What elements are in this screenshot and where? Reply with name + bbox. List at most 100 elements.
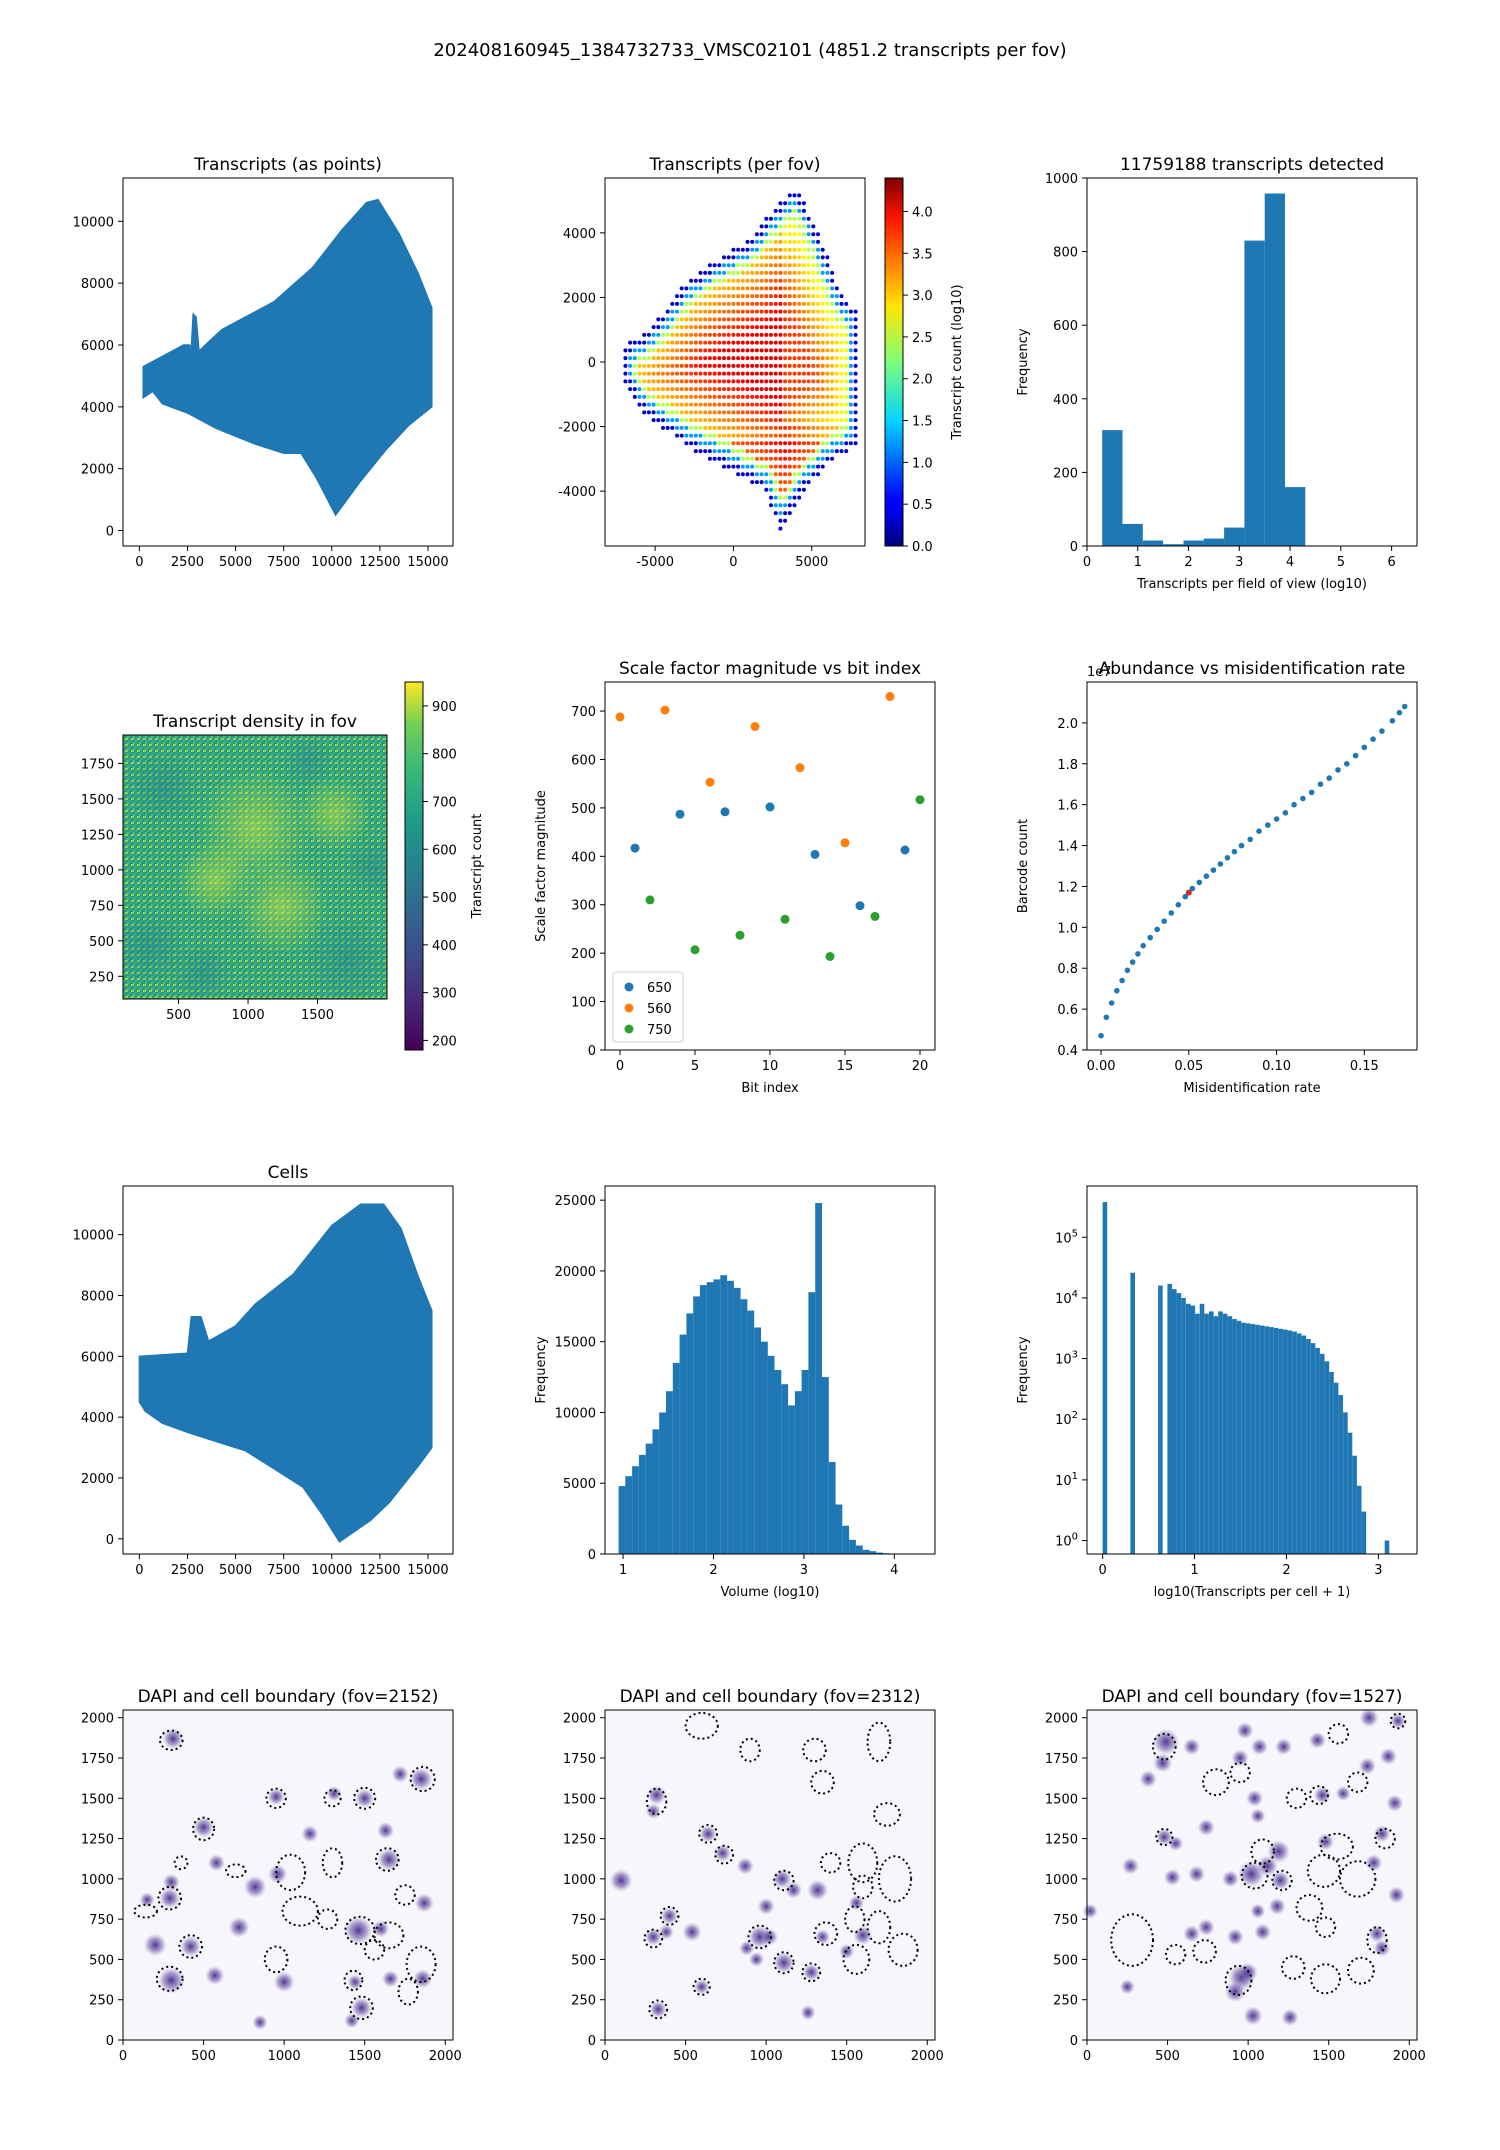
transcripts-per-fov-dot (806, 239, 811, 244)
volume-hist-bar (679, 1334, 687, 1554)
volume-hist-bar (652, 1429, 660, 1554)
transcripts-per-fov-dot (773, 425, 778, 430)
transcripts-per-fov-dot (820, 340, 825, 345)
transcripts-per-fov-dot (773, 278, 778, 283)
transcripts-per-fov-dot (769, 441, 773, 446)
transcripts-per-fov-dot (853, 340, 858, 345)
abundance-misid-point (1098, 1032, 1104, 1039)
transcripts-per-fov-dot (750, 418, 755, 423)
transcripts-per-fov-dot (839, 325, 844, 330)
transcripts-per-fov-dot (759, 464, 764, 469)
transcripts-per-fov-dot (712, 317, 717, 322)
dapi-1527-nucleus (1268, 1897, 1286, 1916)
transcripts-per-fov-dot (816, 363, 820, 368)
transcripts-per-cell-hist-bar (1259, 1325, 1265, 1554)
transcripts-per-fov-dot (754, 464, 759, 469)
transcripts-per-fov-dot (698, 317, 703, 322)
dapi-1527-nucleus (1224, 1981, 1246, 2003)
transcripts-per-fov-dot (670, 340, 675, 345)
dapi-1527-nucleus (1197, 1918, 1215, 1936)
transcripts-per-fov-dot (797, 449, 802, 454)
transcripts-per-fov-dot (759, 410, 764, 415)
transcripts-per-fov-dot (816, 418, 820, 423)
transcripts-per-fov-dot (769, 402, 773, 407)
transcripts-per-fov-dot (839, 394, 844, 399)
transcripts-per-fov-dot (778, 325, 783, 330)
transcripts-per-fov-dot (637, 402, 642, 407)
transcripts-hist-ytick-label: 1000 (1045, 172, 1078, 187)
dapi-1527-nucleus (1250, 1903, 1266, 1919)
dapi-2152-xtick-label: 1000 (268, 2049, 301, 2064)
transcripts-per-fov-dot (806, 441, 811, 446)
transcripts-per-fov-dot (764, 232, 769, 237)
transcripts-per-fov-dot (740, 247, 745, 252)
transcripts-per-fov-dot (801, 332, 806, 337)
transcripts-per-fov-dot (820, 294, 825, 299)
transcripts-per-cell-hist-ytick-label: 101 (1055, 1471, 1078, 1489)
transcripts-per-fov-dot (675, 433, 679, 438)
transcripts-per-fov-dot (745, 348, 750, 353)
transcripts-per-fov-dot (646, 379, 651, 384)
transcripts-per-fov-dot (679, 410, 684, 415)
scale-factor-point-560 (885, 692, 895, 701)
dapi-1527-ytick-label: 1500 (1045, 1792, 1078, 1807)
transcripts-per-fov-dot (792, 464, 797, 469)
transcripts-per-fov-dot (811, 348, 816, 353)
abundance-misid-point (1124, 967, 1131, 974)
transcripts-per-fov-dot (712, 456, 717, 461)
transcripts-per-fov-dot (745, 286, 750, 291)
transcripts-per-fov-dot (722, 332, 726, 337)
transcripts-per-fov-dot (698, 309, 703, 314)
transcripts-per-fov-dot (839, 294, 844, 299)
transcripts-per-fov-dot (661, 418, 665, 423)
density-fov-texture (233, 859, 329, 955)
volume-hist-bar (788, 1405, 795, 1554)
transcripts-per-fov-dot (707, 332, 712, 337)
transcripts-per-fov-dot (825, 294, 830, 299)
transcripts-per-fov-dot (745, 425, 750, 430)
abundance-misid-point (1326, 775, 1332, 781)
dapi-2152-nucleus (344, 2013, 360, 2029)
transcripts-per-fov-dot (684, 332, 689, 337)
transcripts-per-fov-dot (773, 270, 778, 275)
transcripts-per-cell-hist-bar (1296, 1333, 1302, 1554)
transcripts-per-fov-dot (736, 456, 741, 461)
transcripts-per-fov-dot (661, 394, 665, 399)
transcripts-per-cell-hist-bar (1315, 1347, 1320, 1554)
transcripts-per-fov-dot (816, 309, 820, 314)
dapi-1527-nucleus (1274, 1738, 1293, 1756)
transcripts-per-fov-dot (806, 224, 811, 229)
transcripts-per-fov-dot (731, 441, 736, 446)
transcripts-per-fov-dot (848, 387, 853, 392)
transcripts-per-fov-dot (783, 418, 788, 423)
transcripts-per-fov-dot (801, 487, 806, 492)
transcripts-per-fov-dot (825, 433, 830, 438)
transcripts-per-fov-dot (787, 402, 792, 407)
density-fov-cbar-tick-label: 900 (432, 700, 457, 715)
cells-ytick-label: 2000 (81, 1472, 114, 1487)
transcripts-per-fov-dot (825, 410, 830, 415)
transcripts-per-fov-dot (745, 472, 750, 477)
transcripts-per-fov-dot (693, 278, 698, 283)
dapi-2152-cell-boundary (375, 1847, 400, 1872)
transcripts-per-fov-dot (689, 325, 694, 330)
transcripts-per-fov-dot (764, 441, 769, 446)
transcripts-per-fov-dot (792, 348, 797, 353)
transcripts-per-fov-dot (651, 371, 656, 376)
transcripts-per-fov-dot (693, 325, 698, 330)
transcripts-per-fov-dot (679, 332, 684, 337)
transcripts-per-fov-dot (830, 317, 835, 322)
dapi-2152-nucleus (391, 1765, 409, 1783)
transcripts-per-fov-dot (806, 325, 811, 330)
transcripts-per-fov-dot (717, 270, 722, 275)
transcripts-per-fov-dot (698, 441, 703, 446)
transcripts-per-fov-dot (745, 239, 750, 244)
transcripts-per-fov-dot (764, 433, 769, 438)
transcripts-per-fov-dot (801, 425, 806, 430)
dapi-2152-ytick-label: 1500 (81, 1792, 114, 1807)
transcripts-per-fov-dot (698, 270, 703, 275)
transcripts-per-fov-dot (745, 387, 750, 392)
scale-factor-point-750 (915, 795, 925, 805)
transcripts-per-fov-dot (764, 456, 769, 461)
transcripts-per-fov-dot (764, 255, 769, 260)
